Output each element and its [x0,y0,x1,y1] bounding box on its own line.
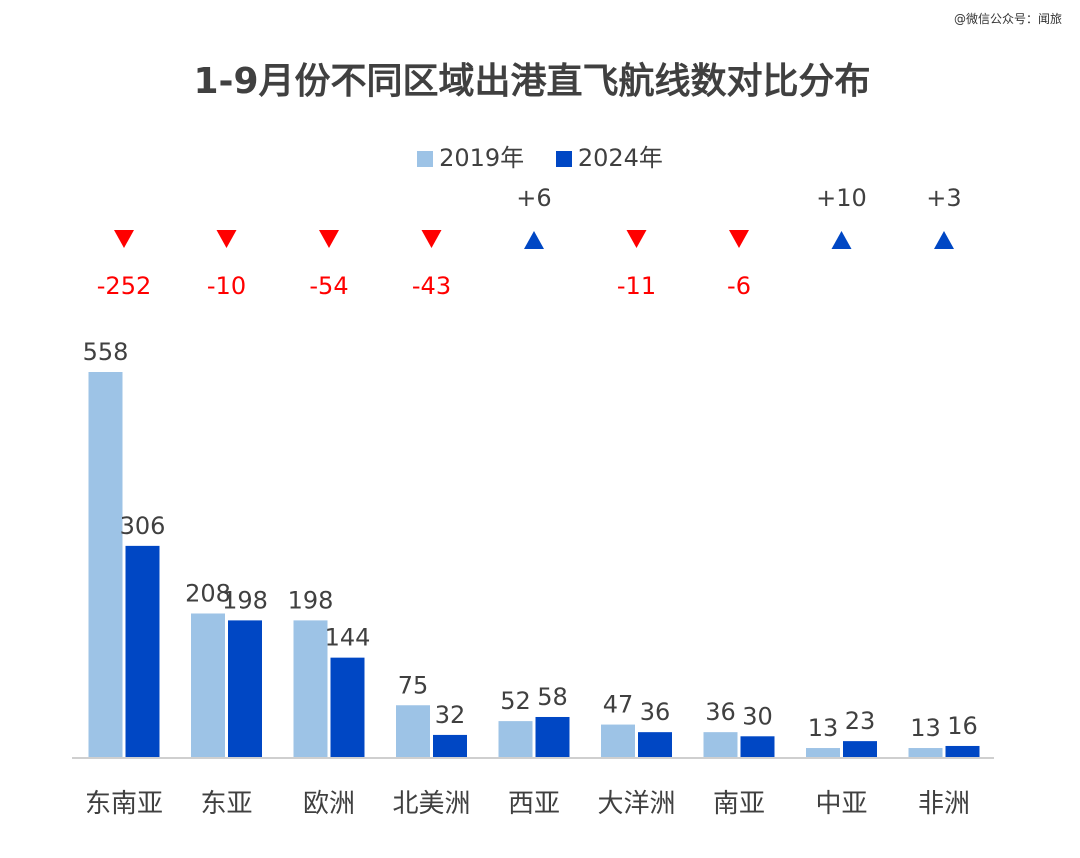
bar-2024 [330,657,365,757]
bar-2024 [638,732,672,757]
data-label-2019: 47 [603,691,634,719]
bar-2019 [191,613,225,757]
data-label-2019: 13 [910,714,941,742]
bar-2019 [396,705,430,757]
down-triangle-icon [114,230,134,248]
bar-2019 [293,620,328,757]
legend: 2019年 2024年 [0,138,1080,173]
down-triangle-icon [319,230,339,248]
change-label: -10 [207,272,246,300]
bar-2019 [806,748,840,757]
change-label: +10 [816,184,867,212]
watermark: @微信公众号：闻旅 [953,12,1062,26]
legend-item-2024: 2024年 [555,138,663,173]
bar-2024 [228,620,262,757]
bar-2024 [535,716,570,757]
legend-label-2024: 2024年 [577,144,663,172]
down-triangle-icon [729,230,749,248]
bar-2019 [703,732,738,757]
change-label: -252 [97,272,151,300]
down-triangle-icon [421,230,442,248]
change-label: +6 [516,184,551,212]
data-label-2024: 32 [435,701,466,729]
bar-2024 [945,745,980,757]
bar-2024 [843,741,877,757]
legend-swatch-2024 [555,151,572,167]
up-triangle-icon [934,231,954,249]
x-tick-label: 南亚 [713,789,765,819]
change-label: -54 [309,272,348,300]
change-label: -43 [412,272,451,300]
bar-2019 [908,748,943,757]
down-triangle-icon [216,230,237,248]
change-label: +3 [926,184,961,212]
data-label-2024: 58 [537,683,568,711]
data-label-2024: 306 [120,512,166,540]
data-label-2019: 208 [185,579,231,607]
x-tick-label: 北美洲 [392,789,470,819]
data-label-2019: 52 [500,687,531,715]
bar-2019 [601,724,635,757]
legend-label-2019: 2019年 [439,144,525,172]
bar-2024 [125,545,160,757]
change-label: -6 [727,272,751,300]
down-triangle-icon [626,230,647,248]
data-label-2024: 30 [742,702,773,730]
data-label-2024: 36 [640,698,671,726]
data-label-2019: 198 [288,586,334,614]
x-tick-label: 欧洲 [303,789,355,819]
legend-swatch-2019 [417,151,434,167]
data-label-2024: 16 [947,712,978,740]
x-tick-label: 西亚 [508,789,560,819]
data-label-2024: 23 [845,707,876,735]
up-triangle-icon [524,231,544,249]
data-label-2024: 198 [222,586,268,614]
bar-2024 [740,736,775,757]
data-label-2019: 13 [808,714,839,742]
data-label-2024: 144 [325,624,371,652]
legend-item-2019: 2019年 [417,138,524,173]
chart-title: 1-9月份不同区域出港直飞航线数对比分布 [193,61,871,102]
x-tick-label: 大洋洲 [597,789,675,819]
bar-2024 [433,734,467,757]
change-label: -11 [617,272,656,300]
data-label-2019: 36 [705,698,736,726]
x-tick-label: 东亚 [200,789,252,819]
bar-2019 [88,372,123,757]
data-label-2019: 558 [83,338,129,366]
up-triangle-icon [831,231,852,249]
x-tick-label: 东南亚 [85,789,163,819]
x-tick-label: 中亚 [815,789,867,819]
x-tick-label: 非洲 [918,789,970,819]
data-label-2019: 75 [398,671,429,699]
bar-2019 [498,721,533,757]
